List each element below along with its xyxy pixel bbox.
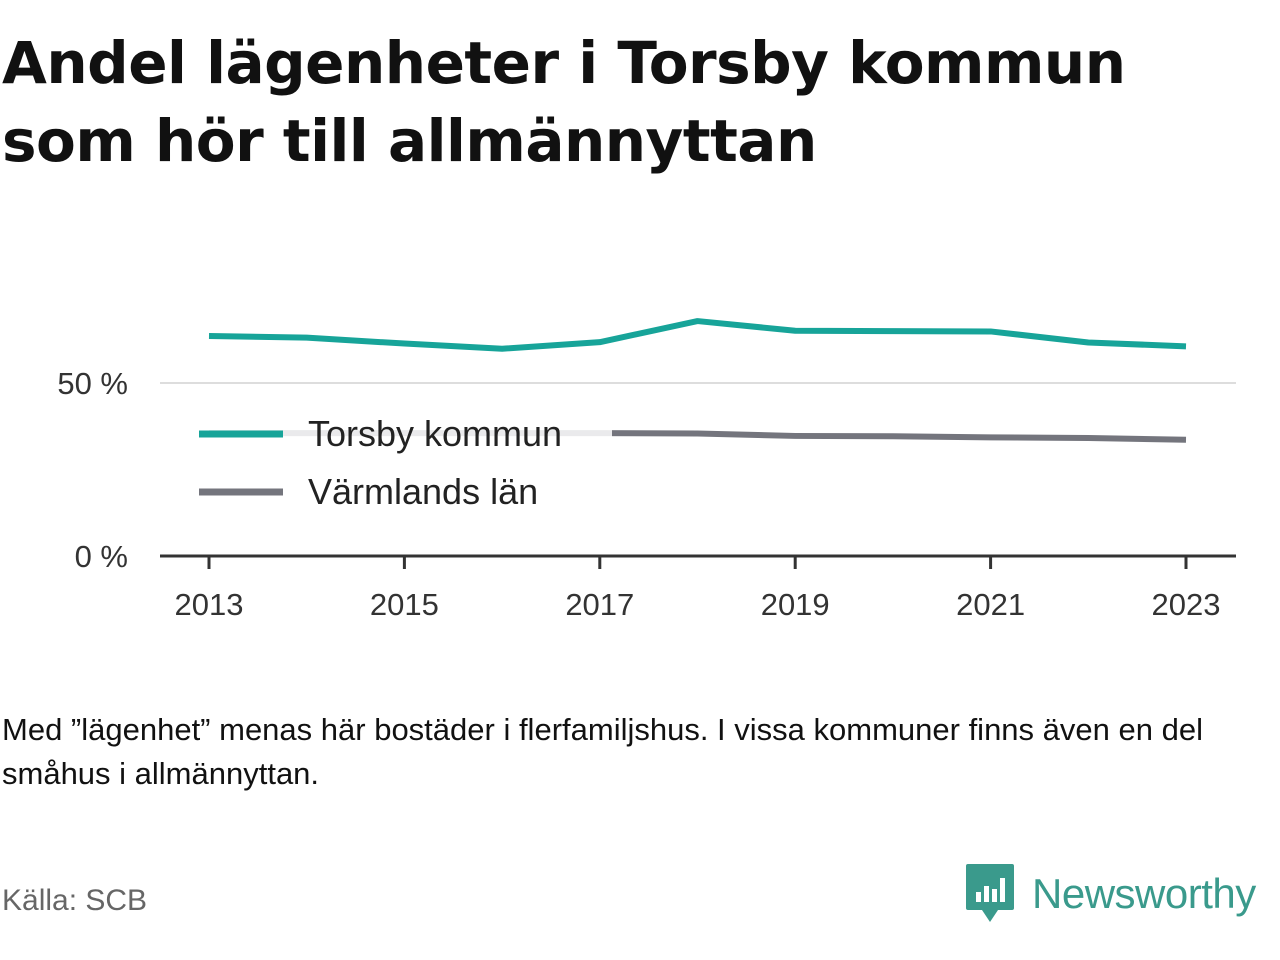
brand-name: Newsworthy [1032,870,1256,917]
x-tick-label: 2013 [175,587,244,622]
x-axis: 2013 2015 2017 2019 2021 2023 [160,554,1236,622]
x-tick-label: 2021 [956,587,1025,622]
legend-label-1: Värmlands län [308,471,538,512]
brand-logo: Newsworthy [964,862,1256,926]
x-tick-label: 2015 [370,587,439,622]
legend-label-0: Torsby kommun [308,413,562,454]
source-label: Källa: SCB [2,884,148,917]
y-axis-tick-labels: 0 % 50 % [57,366,128,574]
y-tick-label: 0 % [75,539,128,574]
chart-title: Andel lägenheter i Torsby kommun som hör… [2,29,1126,175]
newsworthy-logo-icon [966,864,1014,922]
legend-background [192,412,612,516]
y-tick-label: 50 % [57,366,128,401]
series-line-0 [208,318,1187,352]
legend: Torsby kommun Värmlands län [192,412,612,516]
x-tick-label: 2019 [761,587,830,622]
x-tick-label: 2023 [1152,587,1221,622]
chart-note: Med ”lägenhet” menas här bostäder i fler… [2,712,1203,791]
x-tick-label: 2017 [565,587,634,622]
